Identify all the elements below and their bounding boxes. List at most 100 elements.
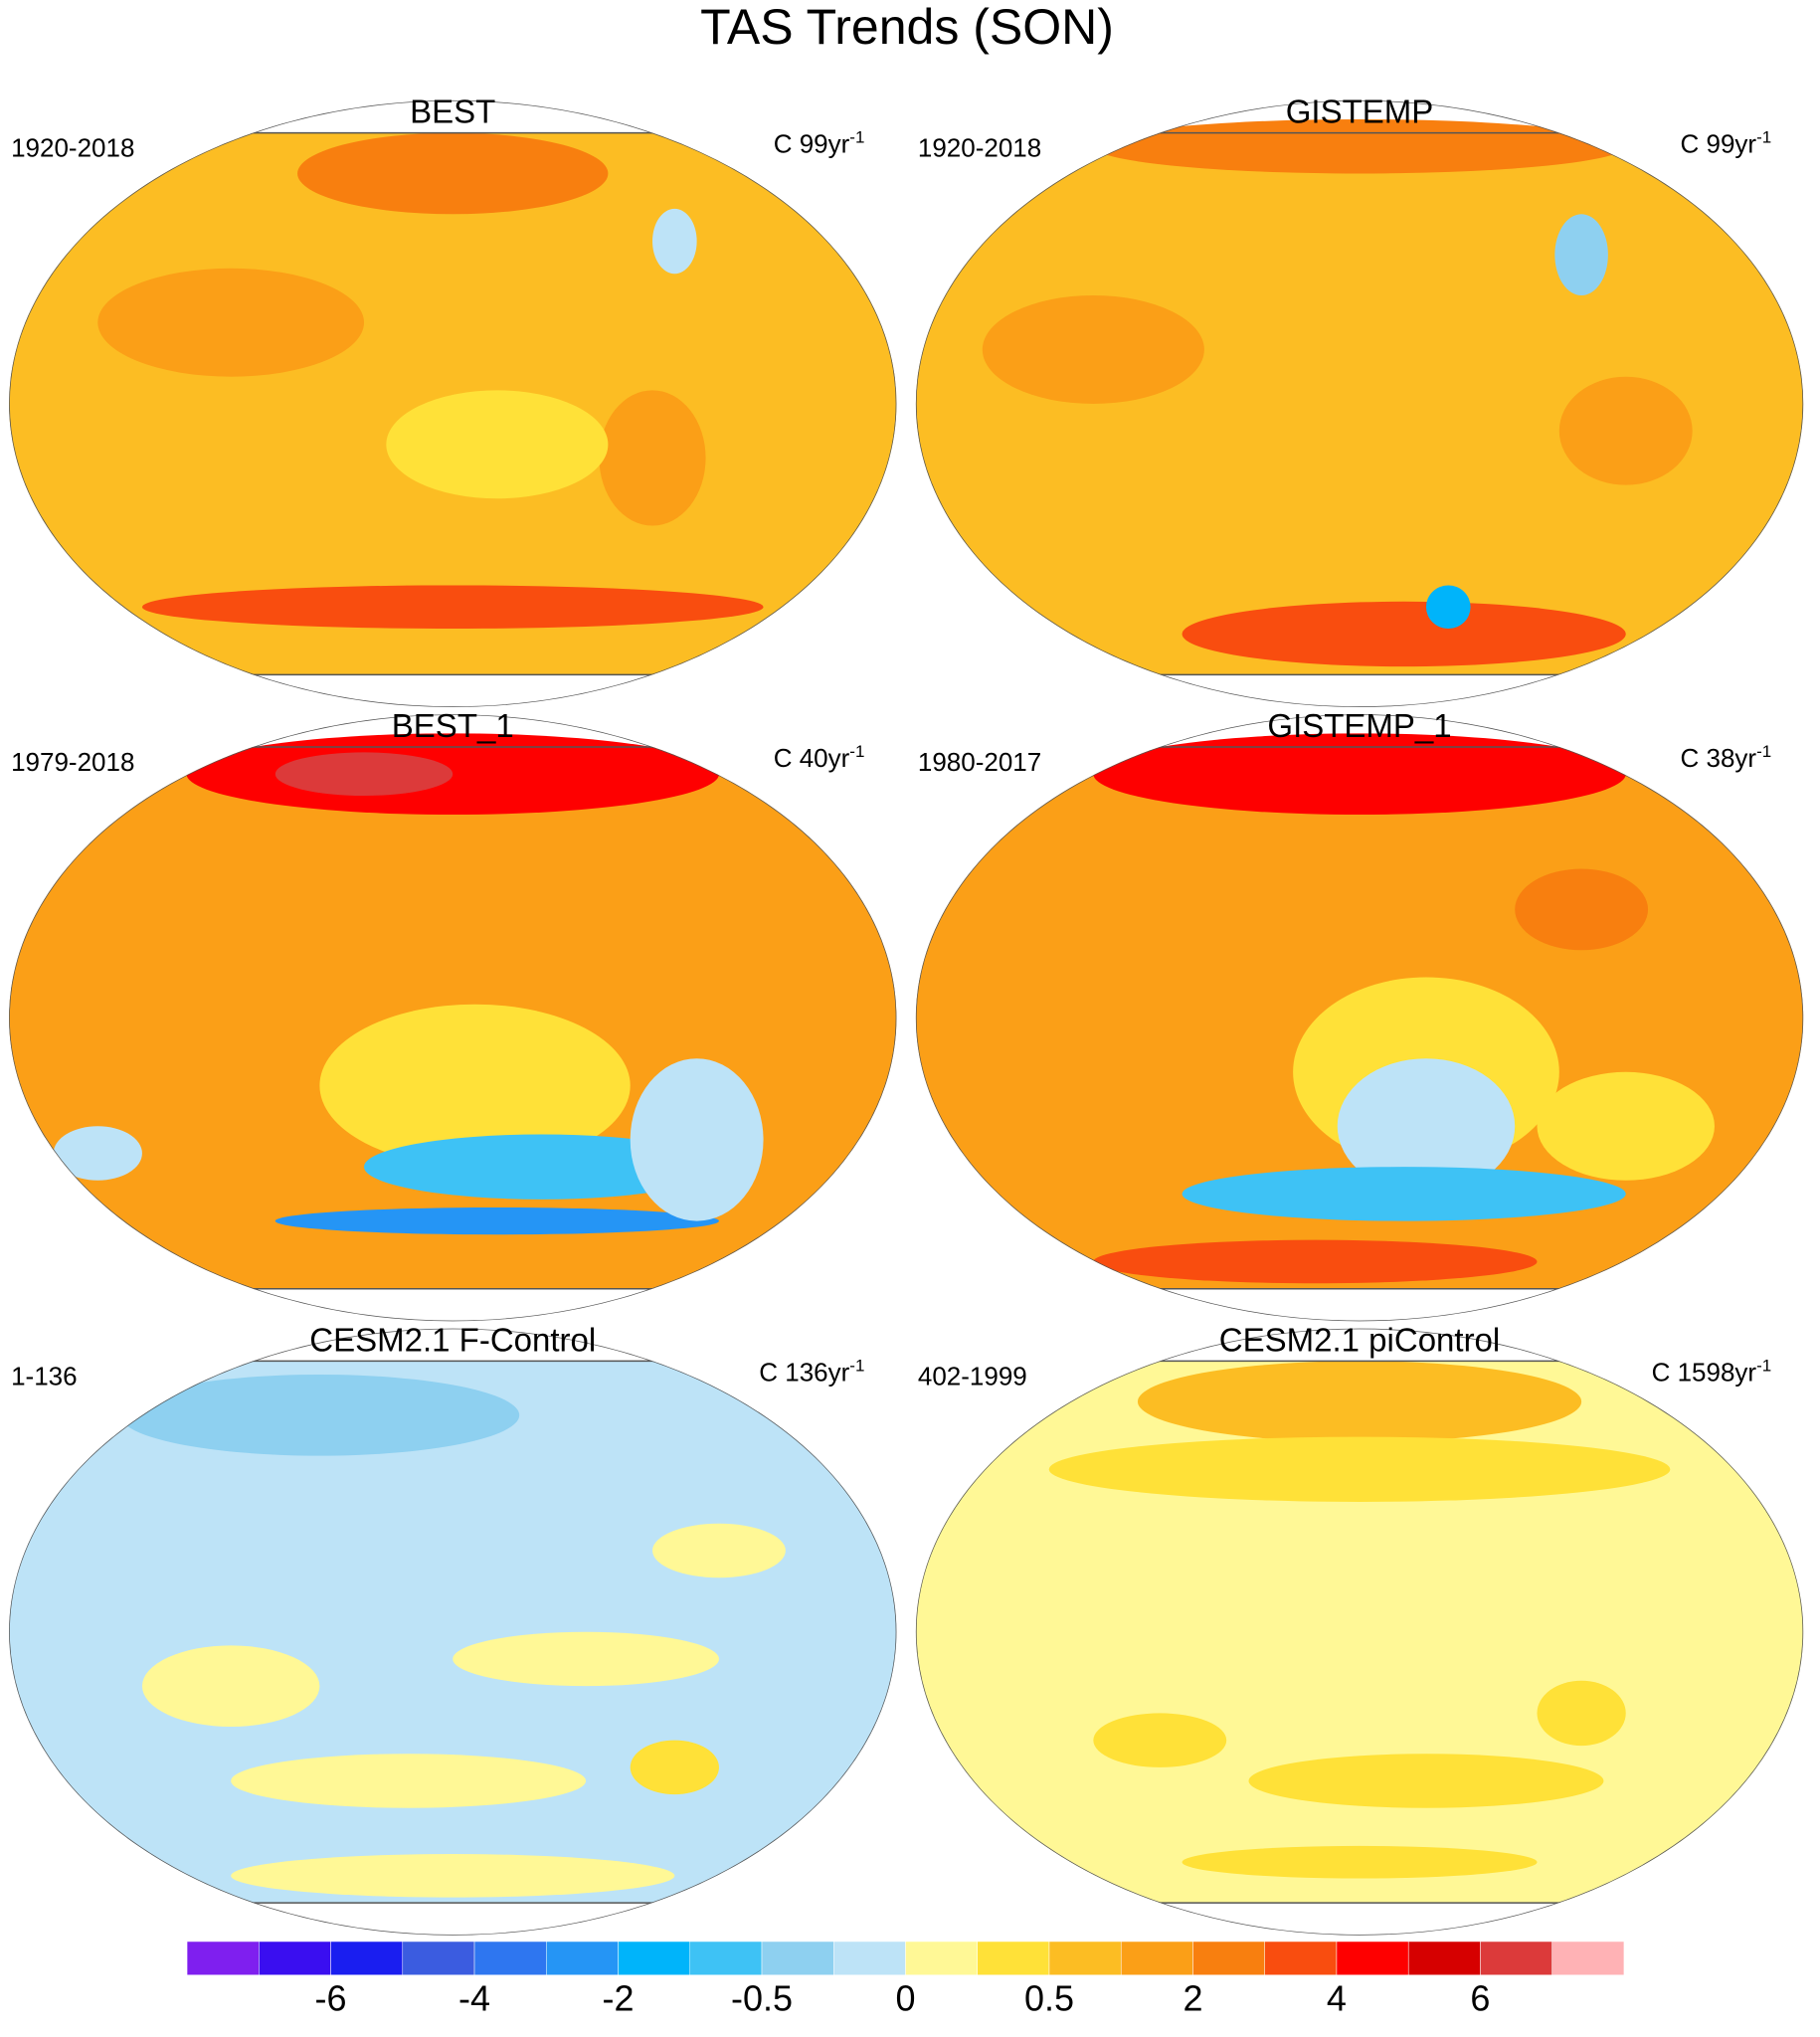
map-region — [141, 1645, 320, 1728]
map-region — [599, 390, 706, 526]
panel-period: 402-1999 — [918, 1361, 1027, 1390]
map-region — [319, 1004, 631, 1168]
map-region — [1515, 868, 1649, 951]
map — [915, 733, 1804, 1289]
map-region — [1093, 1239, 1538, 1284]
map — [915, 118, 1804, 675]
panel-title: CESM2.1 piControl — [1219, 1321, 1500, 1358]
map-region — [1182, 1845, 1538, 1879]
map-region — [274, 752, 454, 796]
map — [9, 132, 897, 675]
units-exponent: -1 — [849, 1356, 864, 1375]
units-exponent: -1 — [1756, 1356, 1771, 1375]
map-region — [1425, 585, 1471, 630]
panel-units: C 136yr-1 — [759, 1356, 864, 1387]
map-base — [9, 1361, 897, 1904]
map-region — [1337, 1058, 1516, 1195]
map-region — [453, 1631, 719, 1687]
panel-units: C 38yr-1 — [1681, 742, 1772, 773]
colorbar-box — [833, 1941, 906, 1975]
colorbar-label: -6 — [315, 1978, 347, 2019]
map — [915, 1361, 1804, 1904]
map-region — [141, 585, 764, 630]
map-region — [53, 1126, 142, 1181]
map — [9, 1361, 897, 1904]
panel-title: GISTEMP_1 — [1267, 707, 1451, 744]
map-region — [630, 1058, 764, 1221]
panel-period: 1979-2018 — [11, 747, 134, 777]
colorbar-label: -4 — [458, 1978, 490, 2019]
panel-units: C 1598yr-1 — [1652, 1356, 1772, 1387]
colorbar-box — [1407, 1941, 1481, 1975]
colorbar-box — [1120, 1941, 1193, 1975]
panel-units: C 40yr-1 — [774, 742, 865, 773]
map-region — [231, 1854, 675, 1898]
map-region — [630, 1740, 719, 1795]
map-region — [119, 1374, 520, 1456]
map-region — [1048, 1436, 1671, 1502]
map-region — [231, 1754, 587, 1808]
units-text: C 136yr — [759, 1357, 849, 1387]
colorbar-label: 6 — [1470, 1978, 1490, 2019]
map-region — [97, 268, 365, 377]
units-exponent: -1 — [1756, 128, 1771, 147]
map-region — [364, 1134, 719, 1200]
map-region — [982, 295, 1204, 404]
units-exponent: -1 — [1756, 742, 1771, 761]
panel-title: CESM2.1 F-Control — [309, 1321, 596, 1358]
colorbar-box — [1264, 1941, 1338, 1975]
panel-period: 1920-2018 — [11, 133, 134, 163]
panel-title: BEST_1 — [392, 707, 514, 744]
panel-units: C 99yr-1 — [774, 128, 865, 159]
units-text: C 1598yr — [1652, 1357, 1757, 1387]
units-text: C 99yr — [1681, 129, 1757, 159]
colorbar-box — [546, 1941, 619, 1975]
colorbar-label: 4 — [1327, 1978, 1347, 2019]
colorbar-box — [402, 1941, 475, 1975]
colorbar-label: 0 — [895, 1978, 915, 2019]
colorbar-box — [1336, 1941, 1409, 1975]
map-region — [1137, 1361, 1582, 1443]
map-region — [274, 1206, 719, 1235]
units-exponent: -1 — [849, 128, 864, 147]
colorbar-box — [977, 1941, 1050, 1975]
map-region — [1182, 601, 1626, 667]
colorbar-box — [689, 1941, 763, 1975]
panel-title: BEST — [410, 93, 495, 130]
units-text: C 99yr — [774, 129, 850, 159]
colorbar-box — [259, 1941, 331, 1975]
map-region — [652, 208, 697, 275]
colorbar-box — [1048, 1941, 1122, 1975]
units-text: C 38yr — [1681, 743, 1757, 773]
map-region — [186, 733, 719, 816]
panel-period: 1920-2018 — [918, 133, 1041, 163]
panel-period: 1980-2017 — [918, 747, 1041, 777]
colorbar-box — [618, 1941, 691, 1975]
map-region — [1093, 1713, 1227, 1767]
units-text: C 40yr — [774, 743, 850, 773]
colorbar-label: 2 — [1183, 1978, 1202, 2019]
colorbar-box — [1551, 1941, 1625, 1975]
units-exponent: -1 — [849, 742, 864, 761]
colorbar-box — [330, 1941, 404, 1975]
map-region — [1537, 1071, 1715, 1181]
map-region — [1248, 1754, 1604, 1808]
colorbar-label: 0.5 — [1024, 1978, 1074, 2019]
map-region — [297, 132, 609, 215]
figure-title: TAS Trends (SON) — [700, 0, 1114, 55]
colorbar-box — [186, 1941, 260, 1975]
map — [9, 733, 897, 1289]
map-region — [1554, 214, 1608, 296]
panel-period: 1-136 — [11, 1361, 78, 1390]
colorbar-box — [1192, 1941, 1265, 1975]
map-region — [1182, 1167, 1626, 1221]
colorbar-box — [905, 1941, 978, 1975]
map-region — [652, 1523, 786, 1578]
panel-title: GISTEMP — [1286, 93, 1434, 130]
map-region — [386, 390, 609, 499]
colorbar-box — [473, 1941, 547, 1975]
map-region — [1558, 376, 1693, 485]
colorbar-box — [761, 1941, 834, 1975]
